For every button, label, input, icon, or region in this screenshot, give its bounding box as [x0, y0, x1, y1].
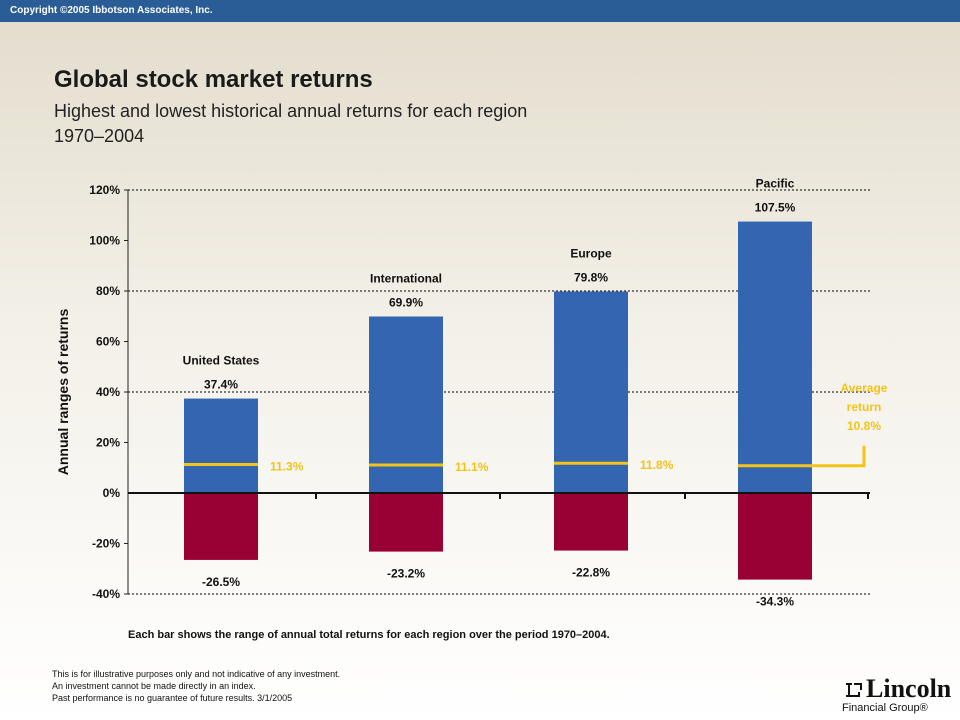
low-value-label: -26.5% [202, 575, 240, 589]
y-tick-label: 80% [96, 284, 120, 298]
high-bar [369, 316, 443, 493]
copyright-bar: Copyright ©2005 Ibbotson Associates, Inc… [0, 0, 960, 22]
high-bar [554, 291, 628, 493]
average-callout-label: Average [841, 381, 888, 395]
category-label: Europe [570, 247, 612, 261]
y-tick-label: 40% [96, 385, 120, 399]
low-bar [738, 493, 812, 580]
average-value-label: 11.1% [455, 460, 489, 474]
disclaimer-line: This is for illustrative purposes only a… [52, 669, 341, 679]
y-tick-label: 60% [96, 335, 120, 349]
low-value-label: -34.3% [756, 595, 794, 609]
low-value-label: -22.8% [572, 566, 610, 580]
disclaimer-line: Past performance is no guarantee of futu… [52, 693, 293, 703]
category-label: International [370, 272, 442, 286]
average-value-label: 11.3% [270, 459, 304, 473]
high-value-label: 37.4% [204, 378, 238, 392]
y-tick-label: 20% [96, 436, 120, 450]
high-value-label: 79.8% [574, 271, 608, 285]
average-callout-line [812, 445, 866, 468]
disclaimer: This is for illustrative purposes only a… [52, 668, 340, 704]
disclaimer-line: An investment cannot be made directly in… [52, 681, 256, 691]
average-callout-label: return [847, 400, 882, 414]
low-bar [184, 493, 258, 560]
low-bar [369, 493, 443, 552]
y-axis-label: Annual ranges of returns [55, 309, 71, 476]
subtitle-period: 1970–2004 [54, 126, 145, 146]
high-bar [738, 221, 812, 493]
high-value-label: 69.9% [389, 296, 423, 310]
lincoln-logo: Lincoln Financial Group® [840, 674, 952, 716]
page-title: Global stock market returns [54, 66, 373, 93]
low-bar [554, 493, 628, 551]
y-tick-label: -40% [92, 587, 120, 601]
subtitle: Highest and lowest historical annual ret… [54, 101, 528, 121]
high-bar [184, 398, 258, 493]
lincoln-mark-icon [846, 683, 862, 697]
average-value-label: 11.8% [640, 458, 674, 472]
logo-subtitle: Financial Group® [842, 702, 928, 714]
chart-caption: Each bar shows the range of annual total… [128, 629, 610, 641]
category-label: Pacific [756, 177, 795, 191]
logo-name: Lincoln [866, 674, 952, 703]
average-callout-value: 10.8% [847, 419, 881, 433]
y-tick-label: 0% [103, 486, 121, 500]
high-value-label: 107.5% [755, 201, 796, 215]
low-value-label: -23.2% [387, 567, 425, 581]
y-tick-label: 120% [89, 183, 120, 197]
y-tick-label: -20% [92, 537, 120, 551]
y-tick-label: 100% [89, 234, 120, 248]
category-label: United States [183, 354, 260, 368]
